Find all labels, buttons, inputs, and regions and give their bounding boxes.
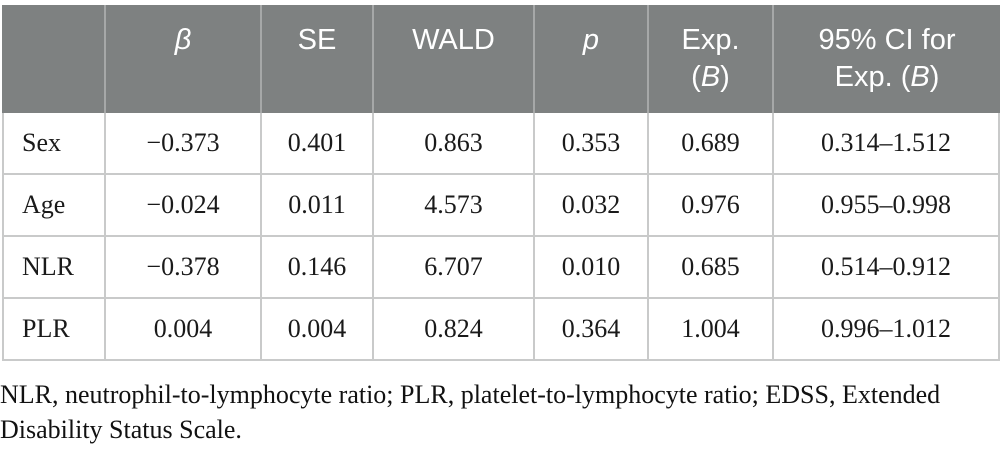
nlr-exp-b-value: 0.685: [649, 237, 774, 299]
exp-b-close-paren: ): [720, 61, 730, 94]
col-header-beta: β: [106, 5, 262, 113]
col-header-exp-b-line1: Exp.: [681, 24, 740, 56]
col-header-exp-b: Exp. (B): [649, 5, 774, 113]
age-beta-value: −0.024: [106, 175, 262, 237]
plr-wald-value: 0.824: [374, 299, 535, 361]
col-header-se: SE: [262, 5, 374, 113]
sex-wald-value: 0.863: [374, 113, 535, 175]
age-ci-value: 0.955–0.998: [774, 175, 1000, 237]
col-header-exp-b-line2: (B): [691, 59, 730, 96]
plr-beta-value: 0.004: [106, 299, 262, 361]
sex-exp-b-value: 0.689: [649, 113, 774, 175]
col-header-wald: WALD: [374, 5, 535, 113]
age-wald-value: 4.573: [374, 175, 535, 237]
plr-ci-value: 0.996–1.012: [774, 299, 1000, 361]
col-header-ci-line2: Exp. (B): [835, 59, 940, 96]
col-header-empty: [2, 5, 106, 113]
row-label-sex: Sex: [2, 113, 106, 175]
exp-b-italic-b: B: [700, 61, 721, 94]
age-se-value: 0.011: [262, 175, 374, 237]
col-header-ci-line1: 95% CI for: [818, 24, 956, 56]
table-footnote: NLR, neutrophil-to-lymphocyte ratio; PLR…: [0, 378, 1004, 447]
sex-se-value: 0.401: [262, 113, 374, 175]
row-label-plr: PLR: [2, 299, 106, 361]
age-p-value: 0.032: [535, 175, 649, 237]
sex-p-value: 0.353: [535, 113, 649, 175]
plr-se-value: 0.004: [262, 299, 374, 361]
footnote-line-2: Disability Status Scale.: [0, 414, 242, 444]
table-grid: β SE WALD p Exp. (B) 95% CI for Exp. (B)…: [2, 5, 1000, 361]
col-header-wald-label: WALD: [412, 24, 495, 56]
plr-p-value: 0.364: [535, 299, 649, 361]
exp-b-open-paren: (: [691, 61, 701, 94]
col-header-se-label: SE: [297, 24, 337, 56]
col-header-p-label: p: [582, 24, 600, 56]
col-header-ci: 95% CI for Exp. (B): [774, 5, 1000, 113]
col-header-p: p: [535, 5, 649, 113]
sex-beta-value: −0.373: [106, 113, 262, 175]
nlr-ci-value: 0.514–0.912: [774, 237, 1000, 299]
ci-italic-b: B: [910, 61, 930, 94]
regression-results-table: β SE WALD p Exp. (B) 95% CI for Exp. (B)…: [2, 5, 1000, 361]
age-exp-b-value: 0.976: [649, 175, 774, 237]
nlr-beta-value: −0.378: [106, 237, 262, 299]
col-header-beta-label: β: [174, 24, 192, 56]
footnote-line-1: NLR, neutrophil-to-lymphocyte ratio; PLR…: [0, 380, 941, 409]
row-label-age: Age: [2, 175, 106, 237]
nlr-se-value: 0.146: [262, 237, 374, 299]
ci-line2-prefix: Exp. (: [834, 61, 911, 94]
plr-exp-b-value: 1.004: [649, 299, 774, 361]
ci-line2-suffix: ): [929, 61, 940, 94]
nlr-wald-value: 6.707: [374, 237, 535, 299]
sex-ci-value: 0.314–1.512: [774, 113, 1000, 175]
row-label-nlr: NLR: [2, 237, 106, 299]
nlr-p-value: 0.010: [535, 237, 649, 299]
